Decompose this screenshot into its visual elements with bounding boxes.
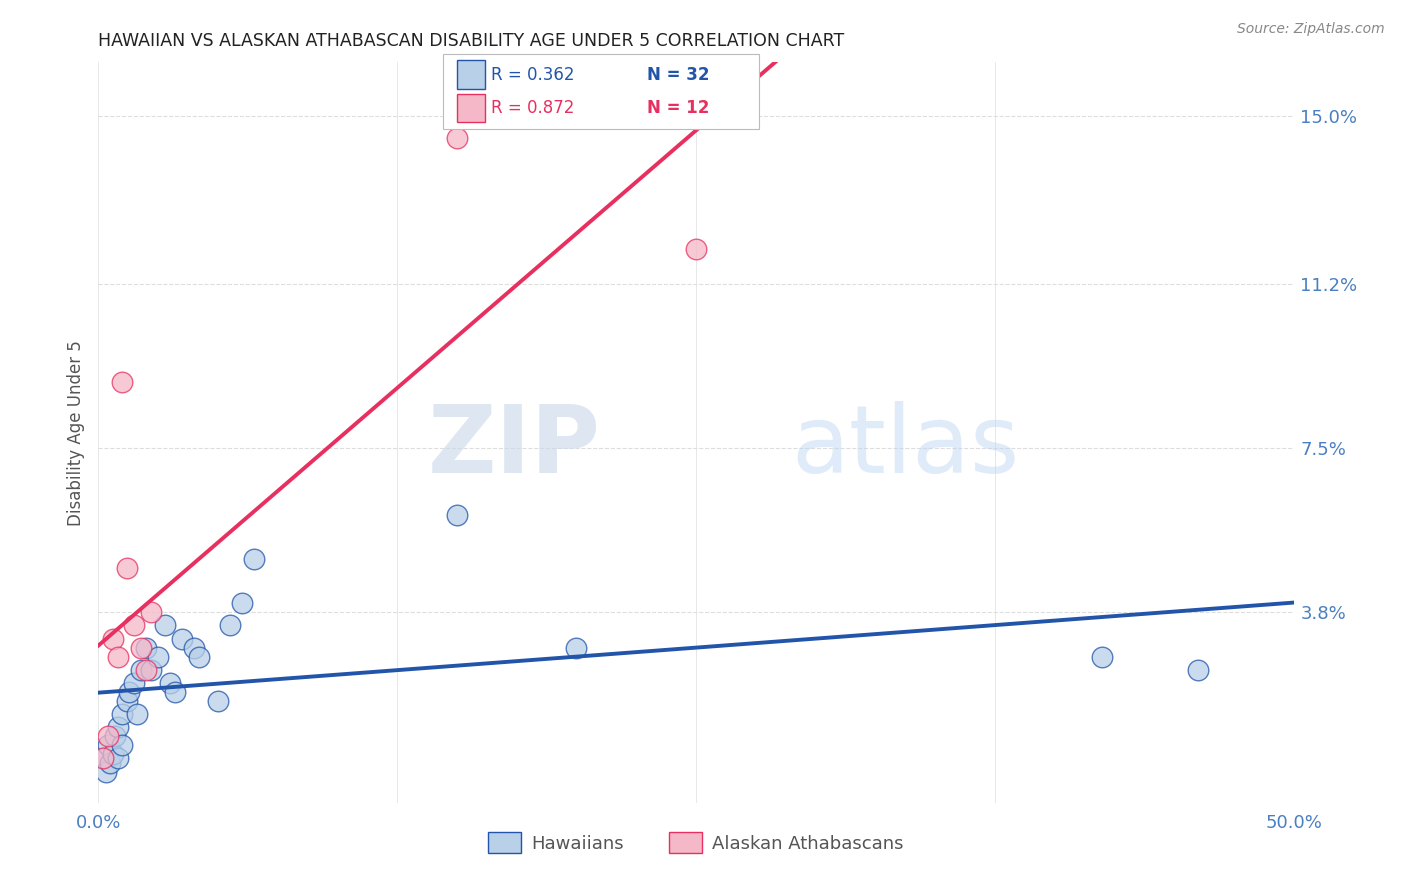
Text: Source: ZipAtlas.com: Source: ZipAtlas.com (1237, 22, 1385, 37)
Point (97, 729, 120, 743)
Text: atlas: atlas (792, 401, 1019, 493)
Point (446, 130, 468, 145)
Point (98, 756, 122, 770)
Legend: Hawaiians, Alaskan Athabascans: Hawaiians, Alaskan Athabascans (481, 825, 911, 861)
Y-axis label: Disability Age Under 5: Disability Age Under 5 (66, 340, 84, 525)
Point (207, 694, 229, 708)
Point (1091, 649, 1114, 664)
Point (183, 640, 205, 655)
Text: R = 0.872: R = 0.872 (491, 99, 574, 117)
Point (125, 707, 148, 722)
Point (111, 738, 134, 752)
Point (446, 508, 468, 522)
Point (159, 676, 181, 690)
Point (118, 685, 141, 699)
Point (163, 685, 186, 699)
Point (135, 640, 157, 655)
Text: ZIP: ZIP (427, 401, 600, 493)
Point (115, 561, 138, 575)
Point (155, 618, 177, 632)
Point (135, 663, 157, 677)
Text: R = 0.362: R = 0.362 (491, 66, 574, 84)
Point (104, 729, 127, 743)
Point (101, 747, 124, 761)
Point (131, 663, 153, 677)
Text: HAWAIIAN VS ALASKAN ATHABASCAN DISABILITY AGE UNDER 5 CORRELATION CHART: HAWAIIAN VS ALASKAN ATHABASCAN DISABILIT… (98, 32, 845, 50)
Point (219, 618, 242, 632)
Point (111, 707, 134, 722)
Point (1187, 663, 1209, 677)
Point (187, 649, 209, 664)
Point (107, 751, 129, 765)
Point (131, 640, 153, 655)
Point (124, 676, 146, 690)
Point (91, 751, 114, 765)
Point (111, 375, 134, 389)
Point (231, 596, 253, 610)
Point (565, 640, 588, 655)
Point (124, 618, 146, 632)
Point (139, 605, 162, 619)
Point (172, 632, 194, 646)
Text: N = 12: N = 12 (647, 99, 709, 117)
Point (243, 552, 266, 566)
Point (115, 694, 138, 708)
Point (94, 764, 117, 779)
Point (107, 721, 129, 735)
Point (148, 649, 170, 664)
Point (91, 751, 114, 765)
Point (107, 649, 129, 664)
Text: N = 32: N = 32 (647, 66, 709, 84)
Point (685, 242, 707, 256)
Point (97, 738, 120, 752)
Point (139, 663, 162, 677)
Point (101, 632, 124, 646)
